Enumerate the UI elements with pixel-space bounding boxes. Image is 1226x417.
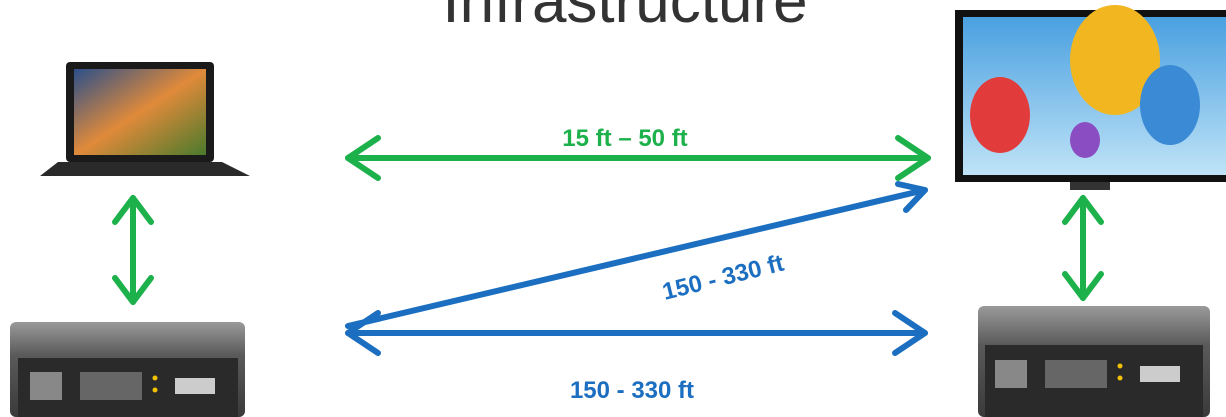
laptop: [40, 62, 250, 176]
link-label: 150 - 330 ft: [660, 250, 787, 306]
arrow-blue-horizontal: [345, 310, 928, 356]
extender-right: [978, 306, 1210, 417]
arrow-green-horizontal: [345, 135, 931, 181]
tv: [955, 5, 1226, 190]
arrow-green-left: [112, 195, 154, 305]
arrow-green-right: [1062, 195, 1104, 301]
extender-left: [10, 322, 245, 417]
link-label: 15 ft – 50 ft: [562, 125, 687, 152]
title: Infrastructure: [442, 0, 807, 36]
arrow-blue-diagonal: [345, 181, 928, 329]
link-label: 150 - 330 ft: [570, 377, 694, 404]
